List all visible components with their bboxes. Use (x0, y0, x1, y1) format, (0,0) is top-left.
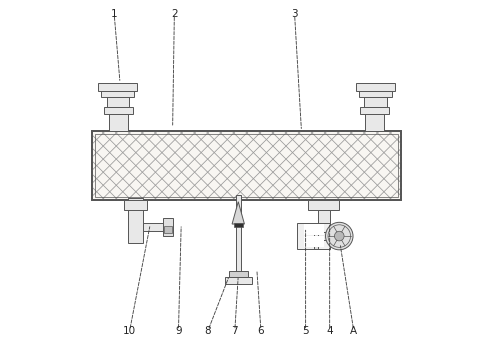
Bar (92, 131, 401, 200)
Bar (234, 223, 243, 227)
Bar (128, 198, 143, 243)
Bar (365, 114, 384, 131)
Bar (143, 223, 164, 231)
Bar (163, 218, 174, 236)
Bar (236, 195, 241, 284)
Bar (104, 107, 133, 114)
Bar (304, 224, 324, 235)
Text: 4: 4 (326, 326, 333, 336)
Text: 2: 2 (171, 9, 177, 19)
Bar (124, 200, 147, 210)
Circle shape (334, 231, 344, 241)
Bar (314, 224, 318, 249)
Bar (229, 272, 248, 277)
Text: 7: 7 (232, 326, 238, 336)
Bar (225, 277, 251, 284)
Bar (164, 226, 172, 233)
Bar (360, 107, 389, 114)
Bar (364, 97, 387, 107)
Text: 6: 6 (258, 326, 264, 336)
Bar (95, 134, 398, 197)
Text: 1: 1 (111, 9, 117, 19)
Bar (106, 97, 129, 107)
Text: 5: 5 (302, 326, 309, 336)
Bar (297, 223, 330, 249)
Polygon shape (232, 202, 245, 224)
Bar (308, 200, 339, 210)
Text: 10: 10 (123, 326, 136, 336)
Bar (98, 83, 137, 91)
Bar (359, 91, 392, 97)
Text: 8: 8 (205, 326, 211, 336)
Bar (92, 131, 401, 200)
Bar (315, 232, 340, 239)
Bar (317, 210, 330, 245)
Bar (109, 114, 128, 131)
Text: 9: 9 (175, 326, 182, 336)
Circle shape (325, 222, 353, 250)
Bar (356, 83, 395, 91)
Bar (102, 91, 134, 97)
Text: 3: 3 (291, 9, 298, 19)
Text: A: A (350, 326, 357, 336)
Bar (304, 236, 324, 247)
